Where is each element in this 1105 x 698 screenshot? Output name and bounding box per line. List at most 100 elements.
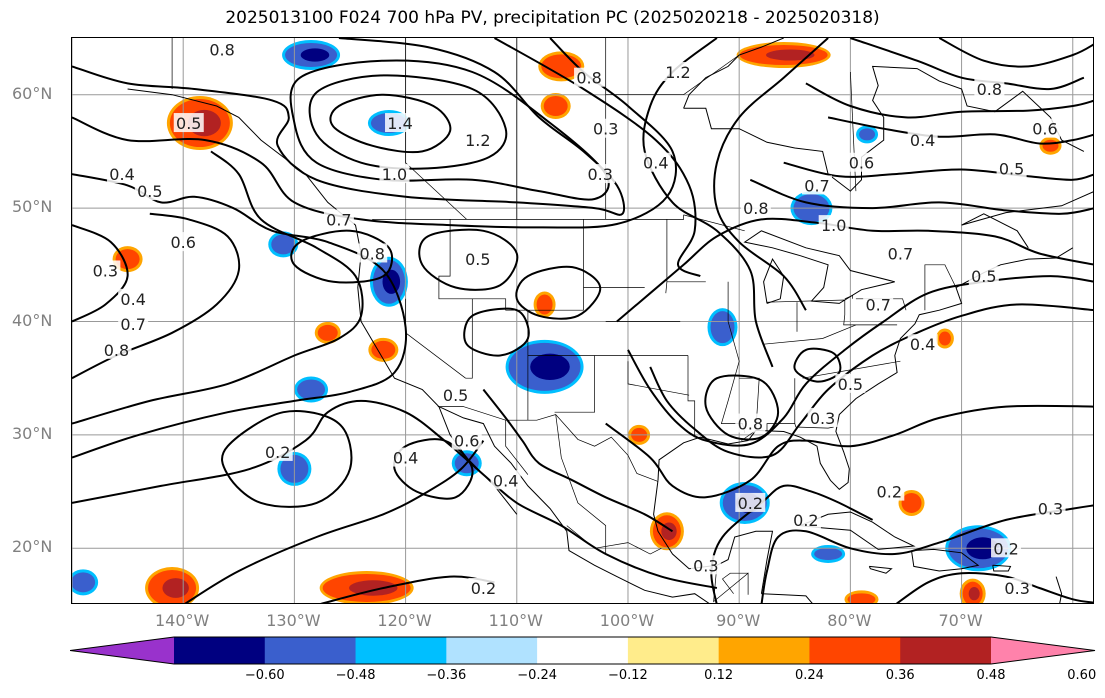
political-border	[605, 54, 740, 96]
contour-label-text: 0.6	[454, 432, 479, 451]
precip-anomaly	[368, 337, 399, 362]
pv-contour	[482, 388, 674, 533]
precip-anomaly	[268, 231, 299, 258]
lon-label: 140°W	[155, 611, 210, 630]
colorbar-tick-label: 0.36	[885, 668, 915, 683]
coastline	[683, 38, 784, 109]
contour-label-text: 0.4	[643, 154, 668, 173]
contour-label-text: 0.3	[1004, 579, 1029, 598]
colorbar-tick-label: −0.24	[517, 668, 558, 683]
contour-label: 0.7	[885, 243, 916, 263]
contour-label-text: 0.7	[326, 210, 351, 229]
contour-label-text: 1.4	[387, 114, 412, 133]
coastline	[743, 230, 895, 304]
lat-label: 40°N	[12, 310, 53, 330]
contour-label: 0.6	[846, 152, 877, 173]
lon-label: 100°W	[599, 611, 655, 630]
precip-anomaly	[811, 544, 846, 563]
colorbar-tick-label: 0.48	[976, 668, 1006, 683]
contour-label-text: 0.5	[838, 375, 863, 394]
coastline	[868, 565, 893, 574]
precipitation-layer	[72, 40, 1062, 603]
political-border	[766, 299, 898, 326]
pv-contour	[72, 399, 718, 589]
contour-label-text: 0.2	[793, 511, 818, 530]
coastline	[127, 88, 518, 515]
contour-label: 0.8	[974, 79, 1005, 99]
contour-label: 0.2	[735, 492, 766, 513]
pv-contour	[515, 265, 602, 320]
precip-anomaly	[736, 42, 831, 69]
precip-anomaly	[72, 569, 99, 596]
political-border	[766, 378, 796, 432]
coastline	[653, 480, 774, 594]
coastline	[438, 406, 710, 603]
colorbar-outline	[70, 636, 1096, 665]
precip-anomaly	[856, 125, 879, 144]
contour-label: 0.8	[101, 339, 132, 360]
contour-label: 0.4	[907, 334, 938, 354]
pv-contour	[308, 74, 508, 170]
colorbar-tick-label: 0.24	[794, 668, 824, 683]
contour-label: 0.8	[207, 39, 238, 59]
precip-anomaly	[844, 590, 879, 603]
colorbar-segment	[537, 637, 629, 664]
pv-contour	[895, 571, 1093, 603]
pv-contour	[221, 410, 353, 508]
contour-label-text: 0.7	[120, 315, 145, 334]
contour-label-text: 0.7	[888, 244, 913, 263]
contour-label-text: 0.8	[360, 244, 385, 263]
contour-label-text: 0.7	[865, 295, 890, 314]
political-border	[763, 324, 857, 345]
political-border	[720, 281, 746, 433]
precip-anomaly	[935, 328, 954, 349]
colorbar-segment	[718, 637, 810, 664]
contour-label-text: 0.5	[443, 386, 468, 405]
contour-label-text: 1.2	[465, 131, 490, 150]
contour-label: 0.5	[996, 158, 1027, 178]
contour-label-text: 0.4	[910, 335, 935, 354]
contour-label-text: 0.8	[209, 40, 234, 59]
contour-label-text: 0.4	[109, 165, 134, 184]
contour-labels: 0.80.50.40.50.60.30.40.70.80.70.81.41.01…	[90, 39, 1066, 598]
pv-contour	[805, 82, 1093, 119]
contour-label-text: 0.3	[93, 261, 118, 280]
contour-label-text: 0.4	[493, 471, 518, 490]
colorbar-tick-label: −0.60	[244, 668, 285, 683]
political-border	[850, 71, 857, 192]
contour-label: 0.6	[168, 232, 199, 252]
lon-label: 120°W	[377, 611, 432, 630]
precip-anomaly	[282, 40, 341, 71]
contour-label-text: 0.8	[743, 199, 768, 218]
political-border	[465, 298, 473, 379]
colorbar-max-extension	[991, 637, 1095, 664]
lon-label: 130°W	[266, 611, 321, 630]
pv-contour	[72, 224, 129, 323]
contour-label-text: 0.3	[810, 409, 835, 428]
contour-label: 0.8	[735, 413, 766, 434]
pv-contour	[704, 374, 780, 441]
political-border	[566, 525, 662, 555]
pv-contour	[793, 347, 842, 383]
pv-contour	[649, 303, 1093, 459]
contour-label-text: 0.6	[1032, 120, 1057, 139]
contour-label-text: 0.5	[465, 250, 490, 269]
contour-label-text: 0.8	[104, 341, 129, 360]
colorbar-segment	[809, 637, 901, 664]
contour-label-text: 0.2	[265, 443, 290, 462]
political-border	[627, 361, 690, 396]
pv-contour	[827, 116, 1093, 145]
political-border	[372, 214, 684, 220]
lon-label: 110°W	[488, 611, 543, 630]
contour-label: 0.7	[323, 209, 354, 229]
contour-label-text: 0.2	[471, 579, 496, 598]
contour-label: 0.4	[490, 470, 521, 490]
contour-label-text: 0.3	[587, 165, 612, 184]
political-border	[844, 294, 853, 300]
pv-contour	[605, 404, 1093, 499]
contour-label: 0.7	[118, 313, 149, 334]
precip-anomaly	[540, 93, 571, 120]
contour-label-text: 0.7	[804, 176, 829, 195]
colorbar-tick-label: −0.36	[426, 668, 467, 683]
coastline	[657, 247, 1074, 490]
